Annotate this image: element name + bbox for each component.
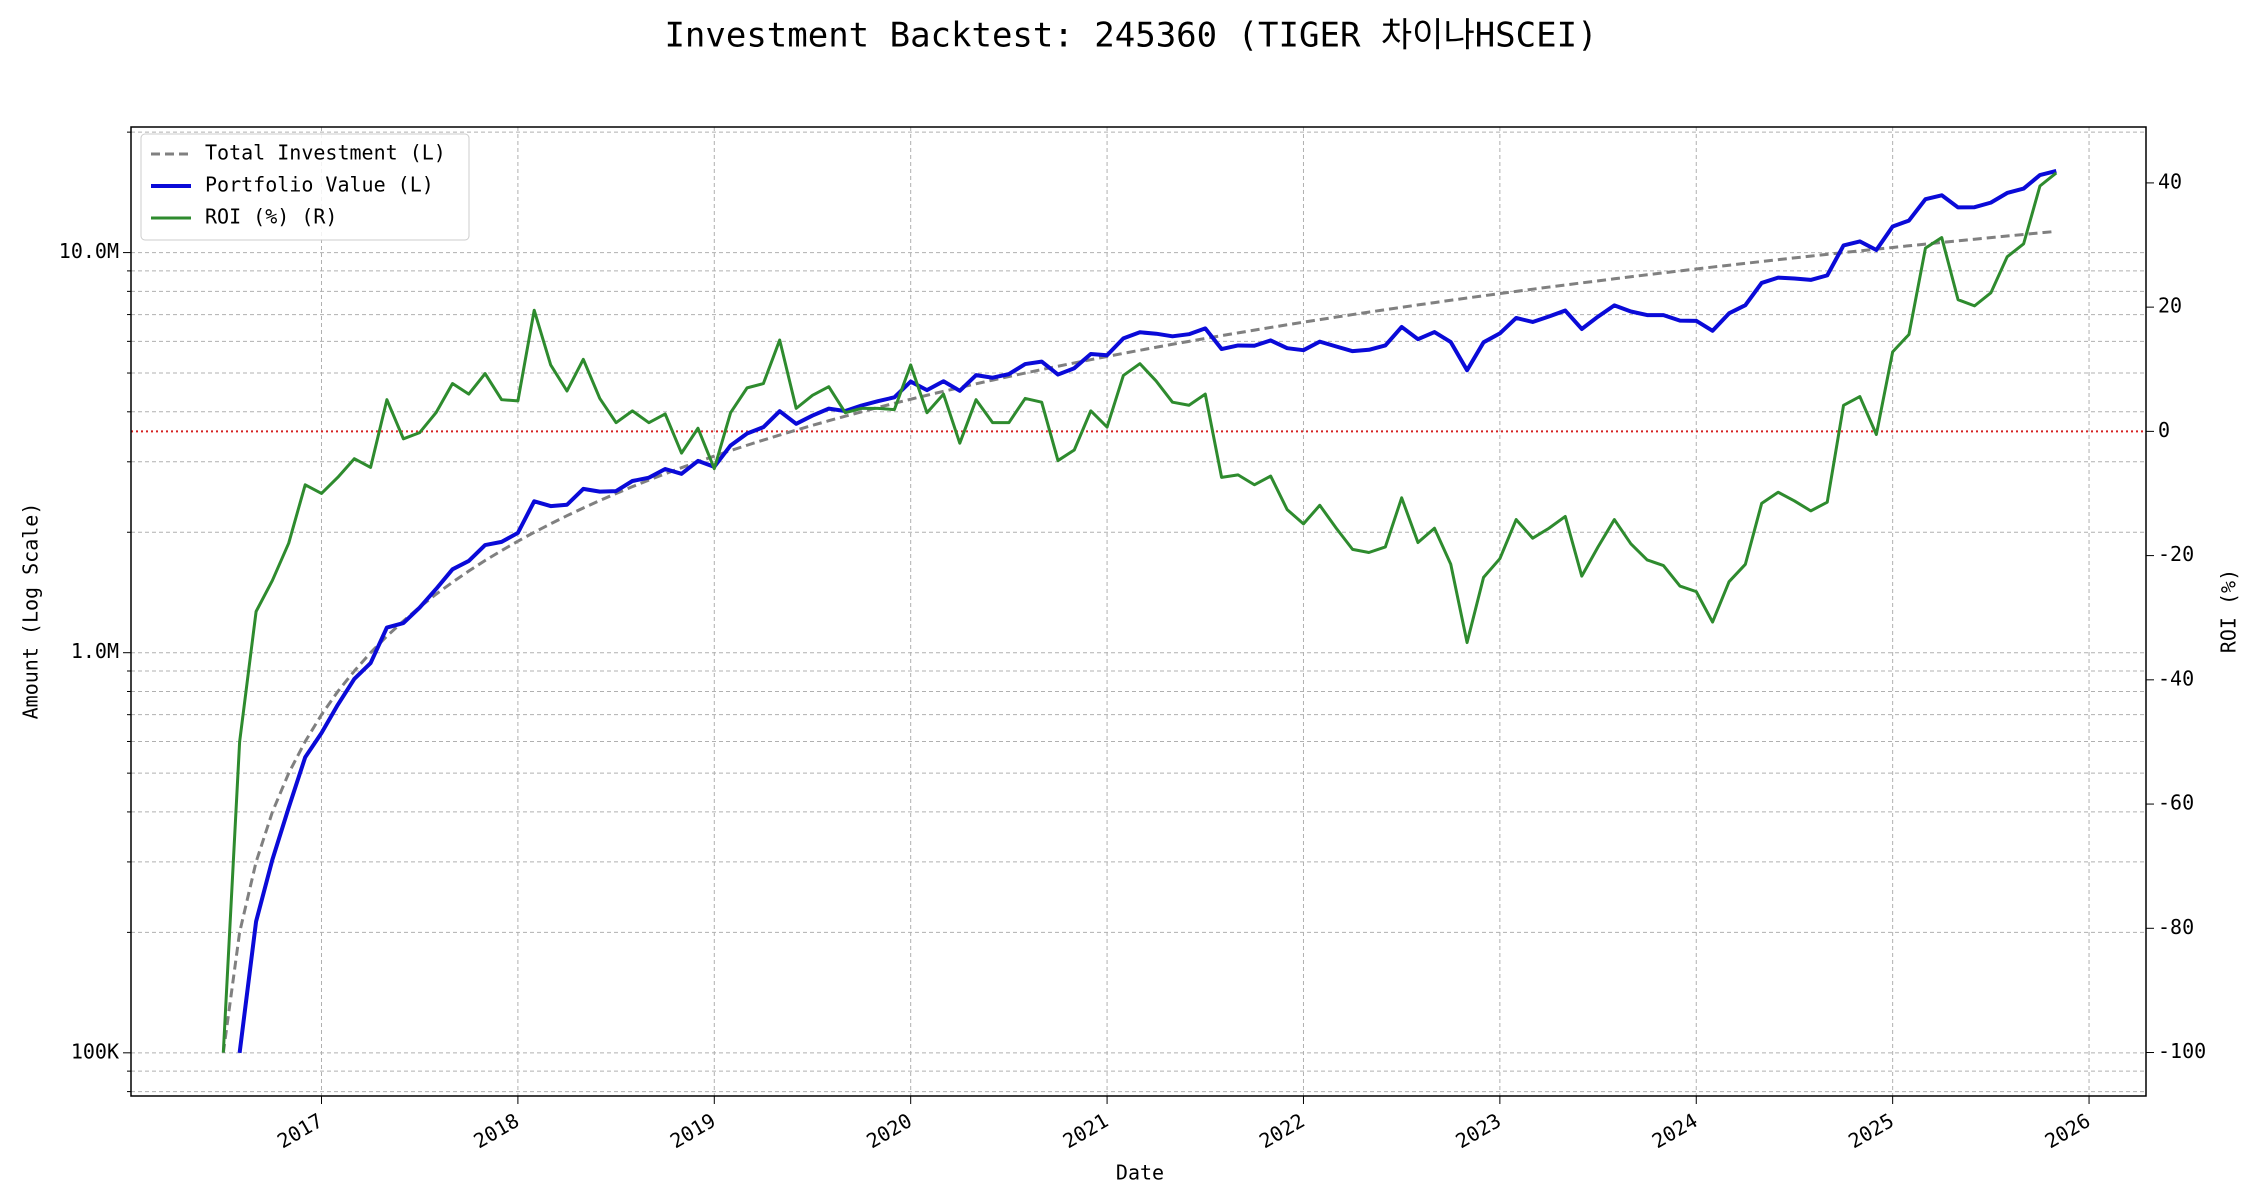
legend-box (140, 133, 470, 241)
plot-frame (130, 126, 2147, 1097)
y2-tick-label: -100 (2158, 1039, 2206, 1063)
y2-tick-label: -40 (2158, 666, 2194, 690)
y2-tick-label: -60 (2158, 791, 2194, 815)
series-line (221, 229, 2057, 1054)
y2-tick-label: 20 (2158, 294, 2182, 318)
y2-tick-label: 40 (2158, 169, 2182, 193)
legend-label: Total Investment (L) (205, 141, 446, 165)
y2-axis-label: ROI (%) (2217, 569, 2241, 653)
y-tick-label: 1.0M (71, 639, 119, 663)
chart-title: Investment Backtest: 245360 (TIGER 차이나HS… (664, 16, 1597, 56)
plot-area (221, 168, 2058, 1054)
y2-tick-label: -20 (2158, 542, 2194, 566)
y-tick-label: 100K (71, 1039, 119, 1063)
legend-label: ROI (%) (R) (205, 205, 337, 229)
legend: Total Investment (L) Portfolio Value (L) R… (140, 133, 470, 241)
y2-tick-label: 0 (2158, 418, 2170, 442)
y-tick-label: 10.0M (59, 239, 119, 263)
y2-tick-label: -80 (2158, 915, 2194, 939)
series-line (221, 171, 2058, 1053)
x-axis-label: Date (1116, 1161, 1164, 1185)
legend-label: Portfolio Value (L) (205, 173, 434, 197)
series-line (237, 168, 2057, 1054)
y-axis-label: Amount (Log Scale) (19, 503, 43, 720)
